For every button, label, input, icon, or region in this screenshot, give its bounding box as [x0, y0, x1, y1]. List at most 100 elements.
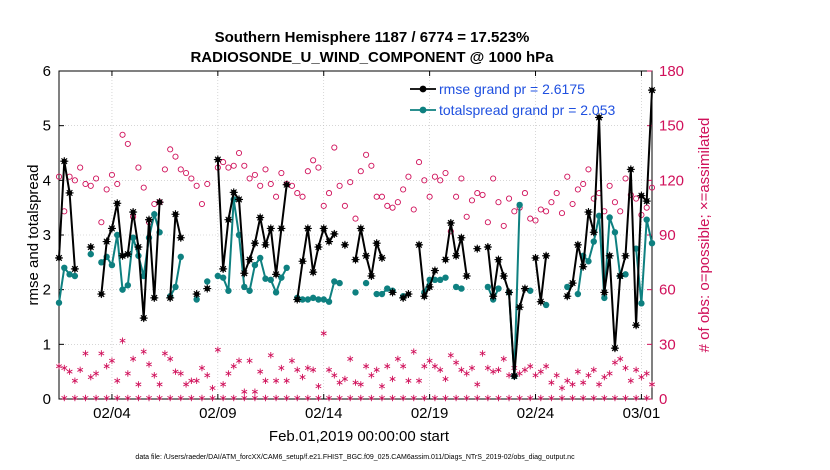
- obs-assimilated-zero-marker: [283, 394, 290, 402]
- obs-possible-marker: [585, 166, 592, 173]
- legend: rmse grand pr = 2.6175 totalspread grand…: [410, 81, 616, 118]
- obs-assimilated-marker: [453, 359, 460, 366]
- obs-assimilated-marker: [209, 384, 216, 392]
- obs-possible-marker: [363, 151, 370, 158]
- obs-assimilated-zero-marker: [177, 394, 184, 402]
- rmse-point: [642, 197, 651, 206]
- legend-rmse-label: rmse grand pr = 2.6175: [439, 81, 585, 97]
- y-axis-label: rmse and totalspread: [25, 165, 42, 306]
- obs-assimilated-marker: [241, 388, 248, 395]
- rmse-line: [58, 161, 76, 269]
- obs-possible-marker: [188, 175, 195, 182]
- spread-point: [442, 274, 449, 281]
- obs-assimilated-marker: [108, 357, 115, 364]
- rmse-line: [354, 228, 383, 277]
- obs-possible-marker: [606, 182, 613, 189]
- obs-assimilated-zero-marker: [453, 394, 460, 402]
- spread-point: [272, 289, 280, 296]
- obs-assimilated-marker: [368, 372, 375, 379]
- obs-assimilated-marker: [357, 381, 364, 388]
- obs-assimilated-marker: [278, 364, 285, 372]
- legend-spread-label: totalspread grand pr = 2.053: [439, 102, 616, 118]
- rmse-point: [266, 224, 275, 233]
- y2-tick-label: 180: [659, 63, 684, 80]
- rmse-point: [235, 195, 244, 204]
- obs-assimilated-marker: [161, 350, 168, 357]
- obs-possible-marker: [82, 180, 89, 188]
- obs-possible-marker: [622, 175, 629, 182]
- obs-possible-marker: [442, 169, 449, 177]
- spread-point: [124, 282, 132, 289]
- obs-possible-marker: [230, 162, 237, 169]
- spread-point: [246, 287, 253, 294]
- spread-point: [585, 258, 592, 265]
- obs-possible-marker: [431, 173, 438, 180]
- rmse-point: [97, 290, 106, 299]
- obs-possible-marker: [453, 193, 460, 200]
- obs-assimilated-zero-marker: [273, 394, 280, 402]
- obs-possible-marker: [400, 186, 407, 193]
- obs-possible-marker: [463, 213, 470, 220]
- rmse-point: [123, 250, 132, 259]
- obs-assimilated-marker: [326, 366, 333, 374]
- obs-assimilated-zero-marker: [146, 394, 153, 402]
- obs-possible-marker: [325, 190, 333, 197]
- rmse-line: [418, 244, 436, 300]
- spread-point: [61, 264, 68, 271]
- obs-assimilated-marker: [288, 357, 295, 364]
- obs-assimilated-zero-marker: [124, 394, 131, 402]
- obs-possible-marker: [474, 190, 481, 197]
- y-tick-label: 4: [43, 172, 51, 189]
- obs-assimilated-marker: [124, 370, 131, 377]
- obs-possible-marker: [299, 193, 306, 200]
- rmse-point: [65, 188, 74, 197]
- rmse-point: [462, 272, 471, 280]
- obs-possible-marker: [421, 177, 428, 184]
- obs-possible-marker: [373, 193, 380, 200]
- obs-assimilated-marker: [543, 363, 550, 370]
- obs-possible-marker: [389, 204, 396, 211]
- legend-spread-marker: [419, 106, 427, 114]
- obs-assimilated-marker: [114, 377, 121, 384]
- obs-assimilated-zero-marker: [431, 394, 438, 402]
- obs-assimilated-marker: [484, 364, 491, 372]
- obs-assimilated-marker: [198, 364, 205, 372]
- obs-assimilated-marker: [548, 379, 555, 386]
- obs-possible-marker: [267, 180, 274, 188]
- rmse-point: [203, 284, 212, 293]
- y2-tick-label: 150: [659, 118, 684, 135]
- rmse-point: [325, 237, 334, 246]
- obs-assimilated-marker: [103, 363, 110, 370]
- obs-possible-marker: [310, 157, 317, 164]
- obs-possible-marker: [633, 195, 640, 202]
- rmse-point: [595, 113, 604, 122]
- spread-point: [304, 296, 312, 303]
- obs-assimilated-zero-marker: [71, 394, 78, 402]
- obs-assimilated-marker: [516, 370, 523, 377]
- obs-possible-marker: [172, 153, 179, 160]
- obs-possible-marker: [378, 193, 386, 200]
- rmse-point: [632, 321, 641, 330]
- obs-assimilated-marker: [622, 364, 629, 372]
- obs-possible-marker: [643, 204, 650, 211]
- rmse-point: [298, 257, 307, 266]
- obs-possible-marker: [490, 175, 497, 182]
- obs-possible-marker: [220, 159, 227, 166]
- y2-tick-label: 120: [659, 172, 684, 189]
- spread-point: [437, 276, 444, 284]
- obs-assimilated-zero-marker: [516, 394, 523, 402]
- obs-assimilated-marker: [638, 373, 645, 381]
- rmse-point: [626, 165, 635, 174]
- obs-possible-marker: [564, 173, 571, 180]
- obs-assimilated-marker: [320, 330, 327, 337]
- spread-point: [595, 212, 603, 220]
- obs-possible-marker: [437, 177, 444, 184]
- rmse-point: [648, 86, 656, 95]
- obs-possible-marker: [235, 149, 243, 157]
- obs-possible-marker: [124, 140, 131, 147]
- x-tick-label: 02/19: [411, 405, 449, 422]
- rmse-line: [486, 246, 526, 377]
- rmse-point: [494, 255, 503, 264]
- obs-assimilated-marker: [479, 350, 486, 357]
- rmse-point: [250, 239, 259, 248]
